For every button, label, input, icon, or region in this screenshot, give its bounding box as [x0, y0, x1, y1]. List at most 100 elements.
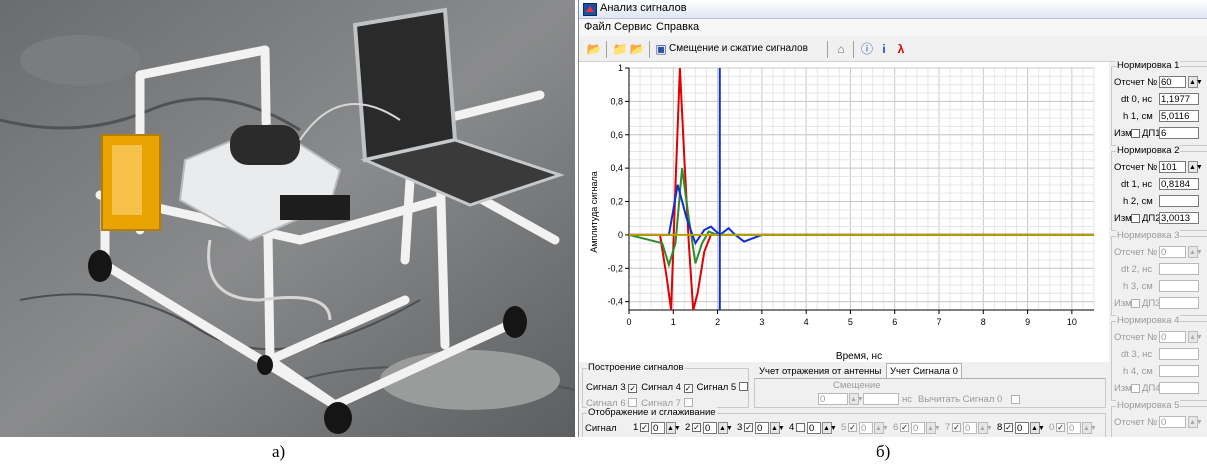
- toolbar-separator: [827, 41, 828, 58]
- smoothing-field[interactable]: 0: [703, 422, 717, 434]
- build-checkbox[interactable]: [738, 382, 748, 391]
- x-tick-label: 3: [759, 317, 764, 327]
- idx-spinner[interactable]: ▲▼: [1188, 416, 1203, 428]
- y-tick-label: 0,8: [610, 96, 623, 106]
- home-icon[interactable]: ⌂: [837, 42, 845, 56]
- display-col-number: 8: [997, 422, 1003, 433]
- x-axis-label: Время, нс: [836, 351, 882, 362]
- smoothing-field[interactable]: 0: [859, 422, 873, 434]
- display-col-number: 7: [945, 422, 951, 433]
- tab-content: Смещение 0 ▲▼ нс Вычитать Сигнал 0: [754, 378, 1106, 408]
- build-checkbox[interactable]: [628, 398, 638, 407]
- smoothing-spinner[interactable]: ▲▼: [926, 422, 941, 434]
- smoothing-spinner[interactable]: ▲▼: [1082, 422, 1097, 434]
- idx-label: Отсчет №: [1114, 417, 1158, 428]
- h-field[interactable]: [1159, 195, 1199, 207]
- signal-plot[interactable]: 0 1 2 3 4 5 6 7 8 9 10 1 0,8 0,6 0,4 0,2 0 -0,2 -0,4 Время…: [579, 62, 1109, 362]
- shift-ns-field[interactable]: [863, 393, 899, 405]
- shift-value-field[interactable]: 0: [818, 393, 848, 405]
- smoothing-field[interactable]: 0: [963, 422, 977, 434]
- help-icon[interactable]: ⓘ: [860, 42, 873, 56]
- display-checkbox[interactable]: ✓: [640, 423, 649, 432]
- idx-field[interactable]: 0: [1159, 331, 1186, 343]
- build-checkbox[interactable]: ✓: [683, 384, 693, 393]
- folder-export-icon[interactable]: 📂: [629, 42, 645, 56]
- idx-field[interactable]: 60: [1159, 76, 1186, 88]
- shift-compress-button[interactable]: Смещение и сжатие сигналов: [669, 43, 808, 54]
- izm-checkbox[interactable]: [1131, 299, 1140, 308]
- display-col-number: 5: [841, 422, 847, 433]
- build-label: Сигнал 3: [586, 382, 629, 393]
- smoothing-spinner[interactable]: ▲▼: [718, 422, 733, 434]
- izm-checkbox[interactable]: [1131, 214, 1140, 223]
- dp-field[interactable]: [1159, 297, 1199, 309]
- menu-service[interactable]: Сервис: [614, 21, 652, 33]
- shift-spinner[interactable]: ▲▼: [849, 393, 864, 405]
- y-tick-label: -0,2: [607, 263, 623, 273]
- dt-label: dt 3, нс: [1121, 349, 1153, 360]
- display-checkbox[interactable]: [796, 423, 805, 432]
- smoothing-field[interactable]: 0: [651, 422, 665, 434]
- smoothing-spinner[interactable]: ▲▼: [978, 422, 993, 434]
- dt-field[interactable]: 0,8184: [1159, 178, 1199, 190]
- dp-label: ДП4: [1142, 383, 1161, 394]
- tab-antenna-reflection[interactable]: Учет отражения от антенны: [759, 366, 882, 377]
- smoothing-field[interactable]: 0: [807, 422, 821, 434]
- smoothing-field[interactable]: 0: [911, 422, 925, 434]
- smoothing-spinner[interactable]: ▲▼: [874, 422, 889, 434]
- menu-file[interactable]: Файл: [584, 21, 612, 33]
- h-field[interactable]: [1159, 365, 1199, 377]
- signal-chart: 0 1 2 3 4 5 6 7 8 9 10 1 0,8 0,6 0,4 0,2 0 -0,2 -0,4 Время…: [589, 63, 1095, 362]
- chart-series: [628, 67, 1094, 311]
- dp-field[interactable]: 3,0013: [1159, 212, 1199, 224]
- idx-field[interactable]: 101: [1159, 161, 1186, 173]
- subtract-signal0-checkbox[interactable]: [1011, 395, 1020, 404]
- build-checkbox[interactable]: ✓: [628, 384, 638, 393]
- idx-spinner[interactable]: ▲▼: [1188, 161, 1203, 173]
- display-checkbox[interactable]: ✓: [952, 423, 961, 432]
- x-tick-label: 8: [981, 317, 986, 327]
- display-checkbox[interactable]: ✓: [744, 423, 753, 432]
- smoothing-field[interactable]: 0: [755, 422, 769, 434]
- idx-spinner[interactable]: ▲▼: [1188, 331, 1203, 343]
- smoothing-field[interactable]: 0: [1067, 422, 1081, 434]
- app-window: Анализ сигналов Файл Сервис Справка 📂 📁 …: [578, 0, 1207, 437]
- dt-field[interactable]: [1159, 348, 1199, 360]
- info-icon[interactable]: i: [882, 42, 886, 56]
- chart-ticks: 0 1 2 3 4 5 6 7 8 9 10 1 0,8 0,6 0,4 0,2 0 -0,2 -0,4: [607, 63, 1076, 327]
- idx-label: Отсчет №: [1114, 247, 1158, 258]
- build-checkbox[interactable]: [683, 398, 693, 407]
- dt-field[interactable]: [1159, 263, 1199, 275]
- open-icon[interactable]: 📂: [586, 42, 602, 56]
- izm-checkbox[interactable]: [1131, 129, 1140, 138]
- dp-field[interactable]: 6: [1159, 127, 1199, 139]
- smoothing-spinner[interactable]: ▲▼: [1030, 422, 1045, 434]
- folder-icon[interactable]: 📁: [612, 42, 628, 56]
- h-field[interactable]: 5,0116: [1159, 110, 1199, 122]
- dp-field[interactable]: [1159, 382, 1199, 394]
- h-field[interactable]: [1159, 280, 1199, 292]
- smoothing-spinner[interactable]: ▲▼: [666, 422, 681, 434]
- tab-signal-0[interactable]: Учет Сигнала 0: [886, 363, 962, 379]
- dt-field[interactable]: 1,1977: [1159, 93, 1199, 105]
- display-checkbox[interactable]: ✓: [692, 423, 701, 432]
- save-icon[interactable]: ▣: [655, 42, 667, 56]
- smoothing-spinner[interactable]: ▲▼: [770, 422, 785, 434]
- display-checkbox[interactable]: ✓: [1056, 423, 1065, 432]
- norm-title: Нормировка 2: [1116, 145, 1181, 156]
- smoothing-spinner[interactable]: ▲▼: [822, 422, 837, 434]
- caption-a: а): [272, 442, 286, 461]
- izm-checkbox[interactable]: [1131, 384, 1140, 393]
- idx-field[interactable]: 0: [1159, 416, 1186, 428]
- menu-help[interactable]: Справка: [656, 21, 700, 33]
- signal-icon[interactable]: λ: [897, 42, 905, 56]
- display-checkbox[interactable]: ✓: [1004, 423, 1013, 432]
- display-checkbox[interactable]: ✓: [900, 423, 909, 432]
- title-bar: Анализ сигналов: [579, 0, 1207, 19]
- bottom-panel: Построение сигналов Сигнал 3 ✓ Сигнал 4 ✓…: [579, 362, 1109, 437]
- display-checkbox[interactable]: ✓: [848, 423, 857, 432]
- idx-spinner[interactable]: ▲▼: [1188, 76, 1203, 88]
- smoothing-field[interactable]: 0: [1015, 422, 1029, 434]
- idx-spinner[interactable]: ▲▼: [1188, 246, 1203, 258]
- idx-field[interactable]: 0: [1159, 246, 1186, 258]
